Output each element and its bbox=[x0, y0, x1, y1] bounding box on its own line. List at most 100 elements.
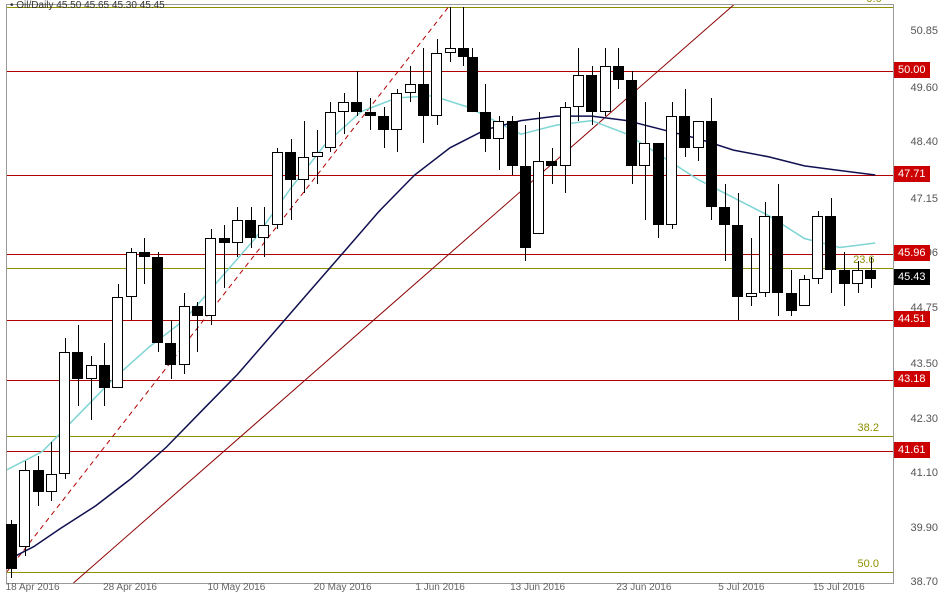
fib-label: 50.0 bbox=[858, 558, 879, 570]
candle-body bbox=[573, 75, 584, 107]
candle-body bbox=[19, 470, 30, 547]
y-tick: 39.90 bbox=[910, 522, 938, 534]
candle-body bbox=[679, 116, 690, 148]
level-line bbox=[7, 175, 893, 176]
candle-body bbox=[719, 207, 730, 225]
current-price-label: 45.43 bbox=[894, 269, 930, 285]
candle-body bbox=[586, 75, 597, 111]
candle-body bbox=[759, 216, 770, 293]
candle-body bbox=[378, 116, 389, 130]
candle-body bbox=[219, 238, 230, 243]
candle-body bbox=[365, 112, 376, 117]
y-tick: 38.70 bbox=[910, 576, 938, 588]
x-tick: 23 Jun 2016 bbox=[616, 582, 671, 593]
candle-body bbox=[546, 161, 557, 166]
candle-body bbox=[626, 80, 637, 166]
candle-body bbox=[653, 143, 664, 225]
candle-body bbox=[825, 216, 836, 270]
candle-body bbox=[839, 270, 850, 284]
candle-wick bbox=[552, 148, 553, 184]
candle-body bbox=[445, 48, 456, 53]
candle-wick bbox=[450, 7, 451, 61]
level-line bbox=[7, 320, 893, 321]
candle-body bbox=[405, 84, 416, 93]
candle-body bbox=[99, 365, 110, 388]
plot-area[interactable]: 0.023.638.250.0 bbox=[6, 4, 894, 584]
candle-body bbox=[706, 121, 717, 207]
candle-wick bbox=[463, 7, 464, 66]
y-tick: 48.40 bbox=[910, 136, 938, 148]
y-tick: 50.85 bbox=[910, 25, 938, 37]
y-tick: 42.30 bbox=[910, 413, 938, 425]
candle-body bbox=[533, 161, 544, 234]
candle-body bbox=[865, 270, 876, 279]
candle-body bbox=[600, 66, 611, 111]
candle-wick bbox=[51, 442, 52, 501]
candle-body bbox=[338, 102, 349, 111]
candle-body bbox=[72, 352, 83, 379]
candle-body bbox=[179, 306, 190, 365]
level-line bbox=[7, 71, 893, 72]
x-tick: 15 Jul 2016 bbox=[813, 582, 865, 593]
candle-body bbox=[418, 84, 429, 116]
candle-body bbox=[86, 365, 97, 379]
trendline bbox=[7, 5, 450, 572]
candle-wick bbox=[344, 93, 345, 134]
candle-body bbox=[285, 152, 296, 179]
x-tick: 20 May 2016 bbox=[314, 582, 372, 593]
candle-body bbox=[480, 112, 491, 139]
candle-body bbox=[493, 121, 504, 139]
candle-body bbox=[232, 220, 243, 243]
y-tick: 41.10 bbox=[910, 467, 938, 479]
candle-body bbox=[205, 238, 216, 315]
candle-body bbox=[732, 225, 743, 298]
candle-body bbox=[458, 48, 469, 57]
candle-body bbox=[139, 252, 150, 257]
x-tick: 18 Apr 2016 bbox=[6, 582, 60, 593]
candle-body bbox=[507, 121, 518, 166]
candle-body bbox=[245, 220, 256, 238]
candle-body bbox=[746, 293, 757, 298]
candle-body bbox=[272, 152, 283, 225]
fib-label: 0.0 bbox=[866, 0, 881, 5]
candle-body bbox=[112, 297, 123, 388]
candle-body bbox=[192, 306, 203, 315]
candle-body bbox=[258, 225, 269, 239]
candle-body bbox=[6, 524, 17, 569]
x-tick: 1 Jun 2016 bbox=[415, 582, 465, 593]
chart-title: • Oil/Daily 45.50 45.65 45.30 45.45 bbox=[10, 0, 165, 11]
candle-body bbox=[351, 102, 362, 111]
candle-body bbox=[391, 93, 402, 129]
y-tick: 43.50 bbox=[910, 358, 938, 370]
candle-body bbox=[152, 257, 163, 343]
level-label: 41.61 bbox=[894, 442, 930, 458]
candle-wick bbox=[224, 225, 225, 288]
level-line bbox=[7, 451, 893, 452]
candle-body bbox=[812, 216, 823, 279]
candle-body bbox=[852, 270, 863, 284]
candle-body bbox=[325, 112, 336, 148]
candle-body bbox=[560, 107, 571, 166]
candle-body bbox=[46, 474, 57, 492]
level-label: 44.51 bbox=[894, 311, 930, 327]
chart-container: 0.023.638.250.0 • Oil/Daily 45.50 45.65 … bbox=[0, 0, 948, 593]
candle-body bbox=[431, 53, 442, 116]
candle-body bbox=[666, 116, 677, 225]
candle-body bbox=[786, 293, 797, 311]
candle-body bbox=[165, 343, 176, 366]
x-tick: 5 Jul 2016 bbox=[718, 582, 764, 593]
candle-body bbox=[312, 152, 323, 157]
moving-average bbox=[7, 96, 875, 470]
moving-average bbox=[7, 116, 875, 560]
candle-body bbox=[298, 157, 309, 180]
level-line bbox=[7, 380, 893, 381]
fib-line bbox=[7, 572, 893, 573]
candle-body bbox=[33, 470, 44, 493]
level-label: 50.00 bbox=[894, 62, 930, 78]
fib-label: 38.2 bbox=[858, 422, 879, 434]
overlay-svg bbox=[7, 5, 893, 583]
x-tick: 10 May 2016 bbox=[207, 582, 265, 593]
candle-body bbox=[613, 66, 624, 80]
x-tick: 28 Apr 2016 bbox=[103, 582, 157, 593]
candle-body bbox=[126, 252, 137, 297]
